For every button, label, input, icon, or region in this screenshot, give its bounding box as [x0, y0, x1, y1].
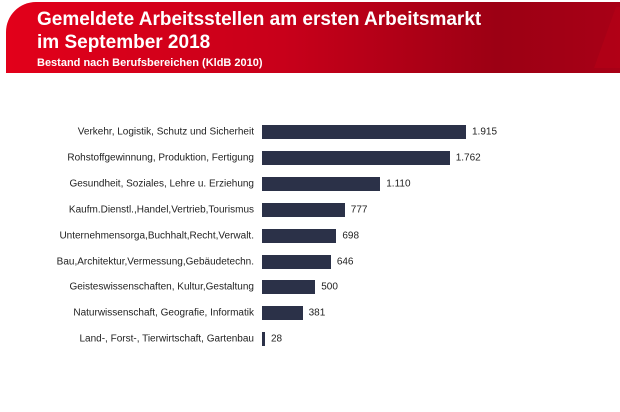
category-label: Verkehr, Logistik, Schutz und Sicherheit — [77, 126, 254, 138]
data-label: 1.110 — [386, 178, 411, 190]
page-title: Gemeldete Arbeitsstellen am ersten Arbei… — [37, 9, 482, 53]
bar — [262, 202, 345, 217]
bar — [262, 125, 466, 139]
data-label: 646 — [336, 256, 354, 267]
bar — [262, 306, 303, 321]
data-label: 698 — [342, 230, 360, 242]
category-label: Gesundheit, Soziales, Lehre u. Erziehung — [69, 178, 254, 190]
bar — [262, 332, 265, 347]
bar — [262, 280, 316, 295]
data-label: 777 — [350, 204, 368, 216]
data-label: 500 — [321, 281, 338, 293]
category-label: Land-, Forst-, Tierwirtschaft, Gartenbau — [79, 333, 254, 345]
page-subtitle: Bestand nach Berufsbereichen (KldB 2010) — [37, 57, 263, 69]
category-label: Geisteswissenschaften, Kultur,Gestaltung — [69, 281, 254, 293]
bar — [262, 228, 337, 243]
bar — [262, 150, 450, 165]
category-label: Rohstoffgewinnung, Produktion, Fertigung — [67, 152, 254, 164]
bar — [262, 176, 381, 191]
category-label: Bau,Architektur,Vermessung,Gebäudetechn. — [56, 256, 254, 267]
header-banner: Gemeldete Arbeitsstellen am ersten Arbei… — [6, 2, 620, 73]
data-label: 1.762 — [455, 152, 481, 164]
brand-logo-icon — [594, 7, 620, 68]
data-label: 28 — [271, 333, 283, 345]
category-label: Kaufm.Dienstl.,Handel,Vertrieb,Tourismus — [68, 204, 254, 216]
data-label: 1.915 — [472, 126, 498, 138]
category-label: Unternehmensorga,Buchhalt,Recht,Verwalt. — [59, 230, 254, 242]
data-label: 381 — [308, 307, 326, 319]
bar — [262, 254, 331, 269]
category-label: Naturwissenschaft, Geografie, Informatik — [73, 307, 254, 319]
